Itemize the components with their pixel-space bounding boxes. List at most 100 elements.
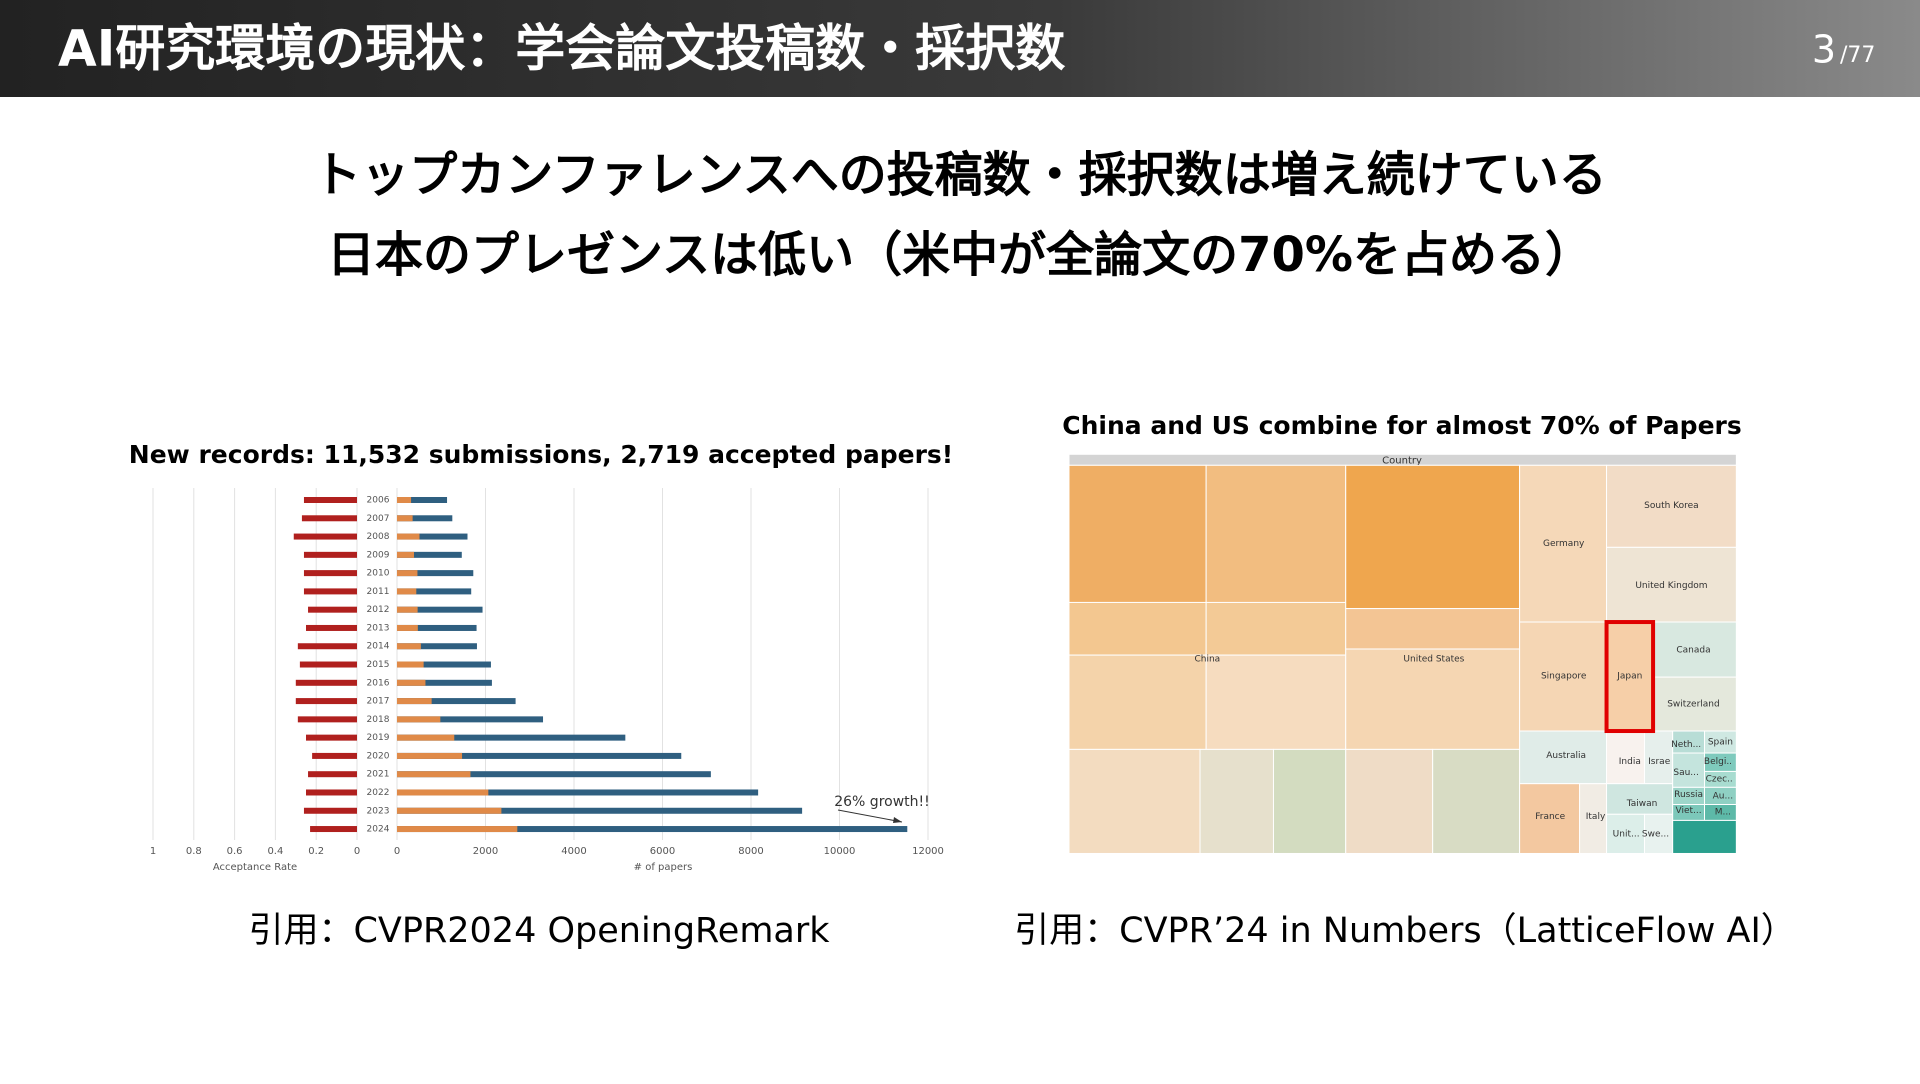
treemap-cell [1345, 608, 1521, 650]
treemap-cell [1606, 783, 1674, 815]
chart-title: New records: 11,532 submissions, 2,719 a… [129, 440, 953, 469]
treemap-label: Italy [1586, 812, 1606, 822]
treemap-cell [1652, 621, 1737, 678]
rate-bar [293, 533, 357, 540]
caption: 引用：CVPR2024 OpeningRemark [248, 911, 830, 951]
x-tick-label: 0.8 [186, 846, 202, 857]
treemap-cell [1068, 601, 1207, 656]
treemap-label: China [1194, 654, 1220, 664]
highlight-box [1604, 620, 1656, 734]
annotation-arrow [837, 809, 903, 823]
header-bar [0, 0, 1920, 97]
y-tick-label: 2021 [367, 770, 390, 780]
treemap-label: Au... [1713, 791, 1733, 801]
paper-bar [397, 624, 418, 631]
paper-bar [397, 698, 516, 705]
rate-bar [295, 698, 357, 705]
paper-bar [397, 588, 417, 595]
paper-bar [397, 807, 803, 814]
x-tick-label: 0.4 [267, 846, 283, 857]
paper-bar [397, 624, 477, 631]
rate-bar [297, 716, 357, 723]
treemap-cell [1672, 819, 1737, 854]
paper-bar [397, 752, 463, 759]
treemap-label: Singapore [1541, 671, 1587, 681]
y-tick-label: 2023 [367, 806, 390, 816]
treemap-title: China and US combine for almost 70% of P… [1062, 411, 1742, 440]
x-tick-label: 6000 [650, 846, 675, 857]
rate-bar [303, 570, 357, 577]
y-tick-label: 2013 [367, 623, 390, 633]
paper-bar [397, 789, 759, 796]
paper-bar [397, 716, 441, 723]
slide-title: AI研究環境の現状：学会論文投稿数・採択数 [58, 20, 1065, 78]
paper-bar [397, 533, 468, 540]
treemap-cell [1068, 748, 1201, 854]
x-tick-label: 2000 [473, 846, 498, 857]
paper-bar [397, 661, 424, 668]
treemap: Country China United States Germany South Ko… [1068, 453, 1737, 854]
treemap-cell [1672, 752, 1706, 788]
treemap-label: India [1619, 757, 1641, 767]
treemap-label: United States [1403, 654, 1464, 664]
page-total: /77 [1840, 43, 1875, 68]
rate-bar [308, 771, 357, 778]
rate-bar [297, 643, 357, 650]
treemap-cell [1432, 748, 1521, 854]
treemap-cell [1579, 783, 1608, 854]
treemap-cell [1068, 464, 1207, 603]
paper-bar [397, 606, 483, 613]
treemap-label: Belgi.. [1704, 757, 1732, 767]
y-tick-label: 2024 [367, 825, 390, 835]
paper-bar [397, 771, 711, 778]
paper-bar [397, 752, 682, 759]
y-tick-label: 2007 [367, 514, 390, 524]
y-tick-label: 2011 [367, 587, 390, 597]
paper-bar [397, 551, 462, 558]
treemap-cell [1205, 464, 1347, 603]
paper-bar [397, 807, 502, 814]
paper-bar [397, 533, 420, 540]
treemap-label: Russia [1674, 790, 1703, 800]
treemap-label: Neth... [1671, 740, 1701, 750]
paper-bar [397, 826, 908, 833]
paper-bar [397, 679, 492, 686]
paper-bar [397, 588, 472, 595]
y-tick-label: 2017 [367, 697, 390, 707]
y-tick-label: 2018 [367, 715, 390, 725]
treemap-label: South Korea [1644, 501, 1699, 511]
paper-bar [397, 570, 418, 577]
axis-label: Acceptance Rate [213, 862, 297, 873]
treemap-label: Unit... [1613, 829, 1640, 839]
treemap-cell [1068, 654, 1207, 750]
treemap-header-label: Country [1382, 455, 1422, 466]
headline: 日本のプレゼンスは低い（米中が全論文の70%を占める） [327, 227, 1593, 283]
page-number: 3 [1812, 28, 1836, 72]
treemap-label: Australia [1546, 751, 1586, 761]
rate-bar [303, 588, 357, 595]
paper-bar [397, 497, 448, 503]
paper-bar [397, 643, 477, 650]
y-tick-label: 2012 [367, 605, 390, 615]
paper-bar [397, 551, 414, 558]
y-tick-label: 2015 [367, 660, 390, 670]
y-tick-label: 2016 [367, 678, 390, 688]
rate-bar [303, 551, 357, 558]
paper-bar [397, 771, 471, 778]
treemap-label: Canada [1676, 646, 1710, 656]
treemap-cell [1345, 648, 1521, 750]
rate-bar [306, 734, 357, 741]
x-tick-label: 8000 [738, 846, 763, 857]
rate-bar [303, 497, 357, 503]
treemap-cell [1644, 813, 1674, 854]
paper-bar [397, 497, 412, 503]
y-tick-label: 2010 [367, 569, 390, 579]
y-tick-label: 2019 [367, 733, 390, 743]
paper-bar [397, 826, 518, 833]
rate-bar [312, 752, 357, 759]
paper-bar [397, 734, 455, 741]
x-tick-label: 12000 [912, 846, 944, 857]
paper-bar [397, 789, 489, 796]
